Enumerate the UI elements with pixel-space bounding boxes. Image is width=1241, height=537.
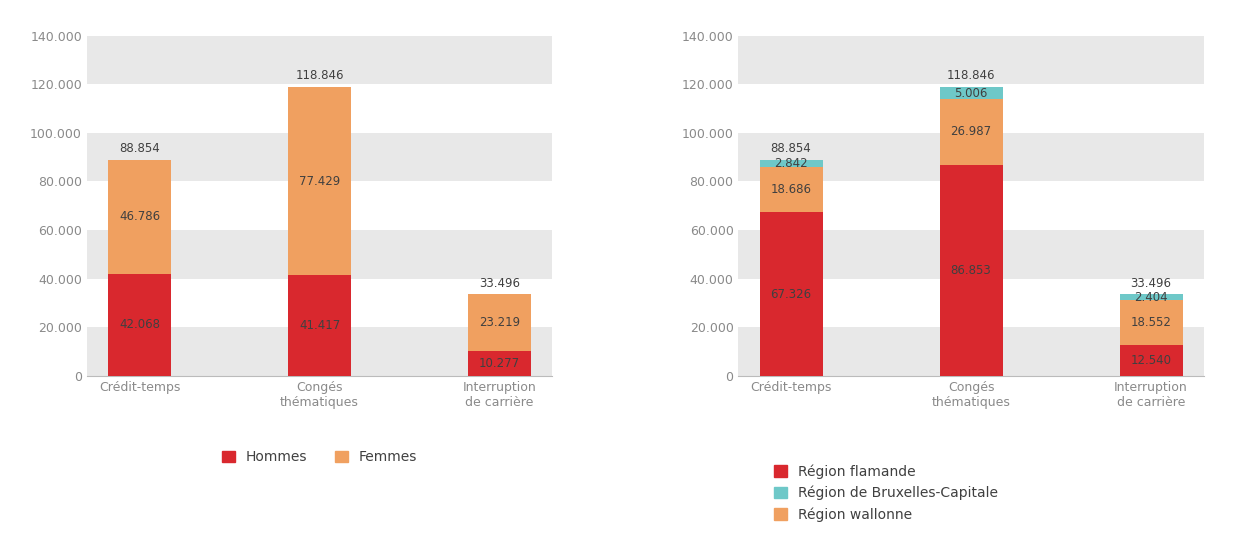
Bar <box>738 327 1204 376</box>
Bar <box>939 165 1003 376</box>
Bar <box>468 294 531 351</box>
Bar <box>108 274 171 376</box>
Bar <box>87 230 552 279</box>
Bar <box>87 35 552 84</box>
Legend: Hommes, Femmes: Hommes, Femmes <box>217 445 422 470</box>
Bar <box>738 230 1204 279</box>
Text: 86.853: 86.853 <box>951 264 992 277</box>
Text: 88.854: 88.854 <box>119 142 160 155</box>
Bar <box>288 87 351 275</box>
Bar <box>288 275 351 376</box>
Text: 2.842: 2.842 <box>774 157 808 170</box>
Bar <box>1119 294 1183 300</box>
Bar <box>738 35 1204 84</box>
Text: 46.786: 46.786 <box>119 211 160 223</box>
Bar <box>87 327 552 376</box>
Bar <box>87 133 552 182</box>
Bar <box>939 87 1003 99</box>
Text: 42.068: 42.068 <box>119 318 160 331</box>
Bar <box>1119 300 1183 345</box>
Bar <box>939 99 1003 165</box>
Text: 77.429: 77.429 <box>299 175 340 187</box>
Text: 88.854: 88.854 <box>771 142 812 155</box>
Text: 18.686: 18.686 <box>771 183 812 196</box>
Bar <box>738 133 1204 182</box>
Bar <box>759 167 823 212</box>
Text: 118.846: 118.846 <box>947 69 995 82</box>
Text: 118.846: 118.846 <box>295 69 344 82</box>
Text: 33.496: 33.496 <box>479 277 520 289</box>
Text: 18.552: 18.552 <box>1131 316 1172 329</box>
Text: 10.277: 10.277 <box>479 357 520 370</box>
Text: 2.404: 2.404 <box>1134 291 1168 304</box>
Legend: Région flamande, Région de Bruxelles-Capitale, Région wallonne: Région flamande, Région de Bruxelles-Cap… <box>768 459 1003 527</box>
Text: 41.417: 41.417 <box>299 319 340 332</box>
Text: 12.540: 12.540 <box>1131 354 1172 367</box>
Bar <box>759 160 823 167</box>
Text: 67.326: 67.326 <box>771 288 812 301</box>
Text: 23.219: 23.219 <box>479 316 520 329</box>
Text: 33.496: 33.496 <box>1131 277 1172 289</box>
Text: 5.006: 5.006 <box>954 86 988 99</box>
Text: 26.987: 26.987 <box>951 126 992 139</box>
Bar <box>759 212 823 376</box>
Bar <box>1119 345 1183 376</box>
Bar <box>108 160 171 274</box>
Bar <box>468 351 531 376</box>
